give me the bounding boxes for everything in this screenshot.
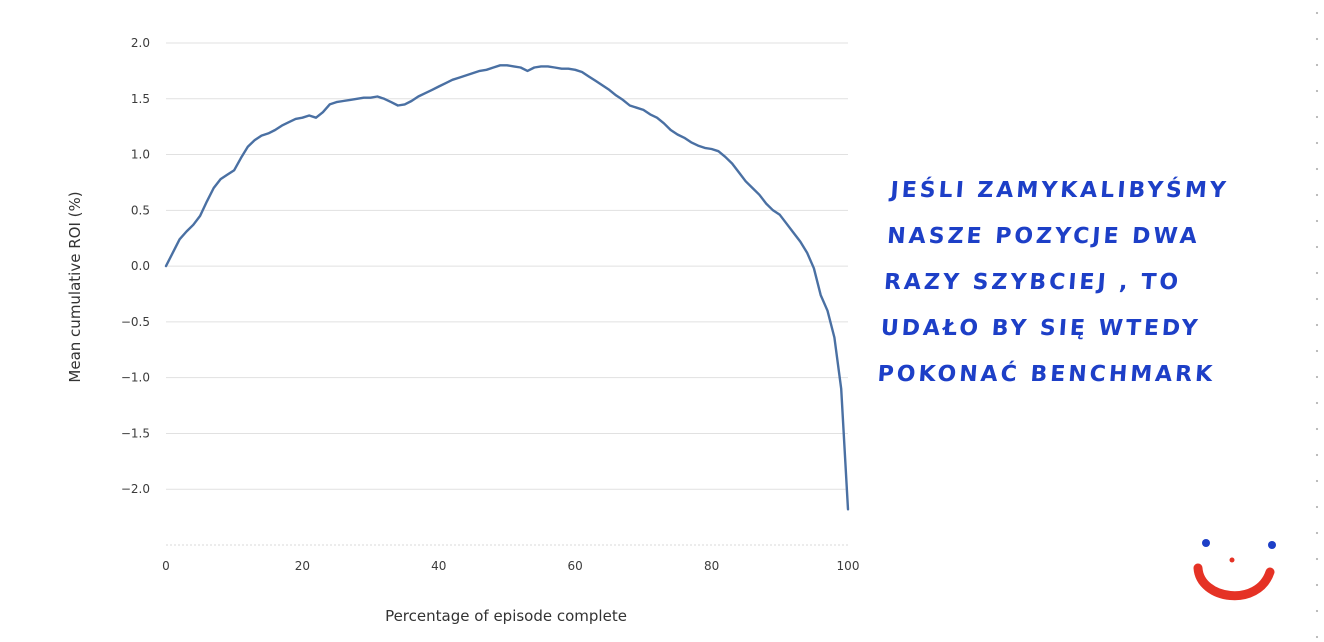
grid-layer — [166, 42, 848, 546]
y-tick-label: 1.0 — [131, 148, 150, 162]
smiley-eye-right — [1268, 541, 1276, 549]
series-layer — [164, 64, 850, 511]
x-axis-title: Percentage of episode complete — [385, 607, 627, 625]
y-axis-title: Mean cumulative ROI (%) — [66, 191, 84, 382]
x-tick-label: 80 — [704, 559, 719, 573]
roi-series-line — [164, 64, 850, 511]
x-tick-label: 60 — [568, 559, 583, 573]
smiley-dot — [1229, 557, 1235, 563]
y-tick-label: −1.0 — [121, 371, 150, 385]
x-tick-label: 0 — [162, 559, 170, 573]
smiley-mouth — [1193, 563, 1275, 601]
smiley-eye-left — [1202, 539, 1210, 547]
y-tick-labels: 2.0 1.5 1.0 0.5 0.0 −0.5 −1.0 −1.5 −2.0 — [121, 36, 150, 496]
handwritten-note: JEŚLI ZAMYKALIBYŚMY NASZE POZYCJE DWA RA… — [876, 178, 1230, 387]
y-tick-label: −2.0 — [121, 482, 150, 496]
x-tick-labels: 0 20 40 60 80 100 — [162, 559, 859, 573]
smiley-face-icon — [1193, 539, 1276, 601]
x-tick-label: 100 — [837, 559, 860, 573]
y-tick-label: 2.0 — [131, 36, 150, 50]
x-tick-label: 20 — [295, 559, 310, 573]
page-edge-dots — [1314, 0, 1320, 642]
y-tick-label: 0.0 — [131, 259, 150, 273]
y-tick-label: −1.5 — [121, 426, 150, 440]
y-tick-label: 1.5 — [131, 92, 150, 106]
y-tick-label: −0.5 — [121, 315, 150, 329]
x-tick-label: 40 — [431, 559, 446, 573]
y-tick-label: 0.5 — [131, 203, 150, 217]
